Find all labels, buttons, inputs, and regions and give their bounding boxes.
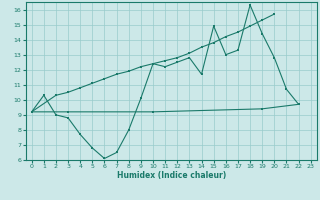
X-axis label: Humidex (Indice chaleur): Humidex (Indice chaleur) (116, 171, 226, 180)
